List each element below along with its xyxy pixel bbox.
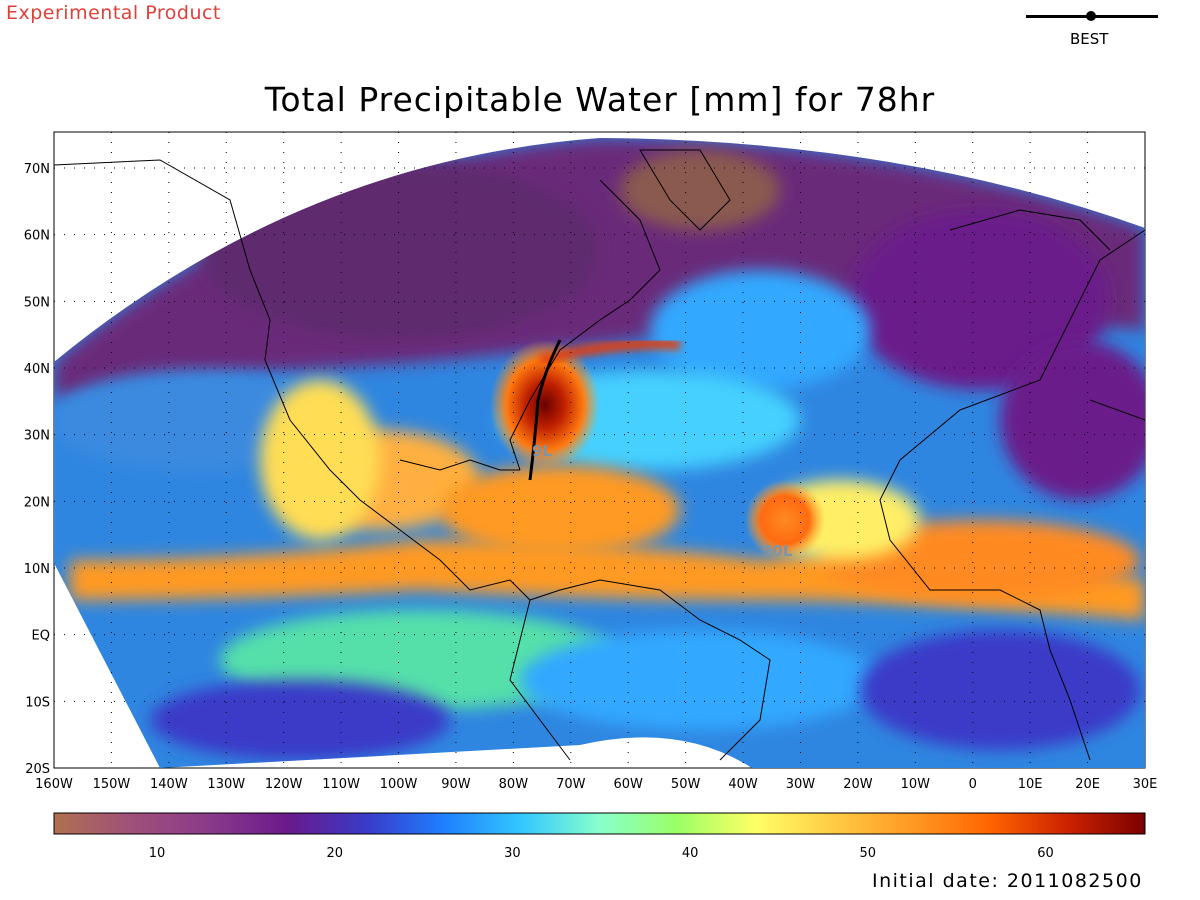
lon-tick-label: 10W bbox=[901, 777, 931, 792]
latitude-axis: 70N 60N 50N 40N 30N 20N 10N EQ 10S 20S bbox=[24, 162, 50, 777]
lon-tick-label: 100W bbox=[380, 777, 418, 792]
lon-tick-label: 30E bbox=[1133, 777, 1158, 792]
lon-tick-label: 20W bbox=[843, 777, 873, 792]
lat-tick-label: 60N bbox=[24, 229, 50, 244]
lat-tick-label: 50N bbox=[24, 295, 50, 310]
lon-tick-label: 140W bbox=[150, 777, 188, 792]
colorbar-tick-labels: 10 20 30 40 50 60 bbox=[149, 846, 1054, 861]
lat-tick-label: 10N bbox=[24, 562, 50, 577]
lat-tick-label: 20N bbox=[24, 495, 50, 510]
storm-9l-moisture bbox=[490, 340, 600, 470]
graticule bbox=[54, 132, 1145, 768]
best-track-legend: BEST bbox=[1026, 8, 1158, 48]
lon-tick-label: 60W bbox=[614, 777, 644, 792]
lon-tick-label: 0 bbox=[969, 777, 977, 792]
storm-label-90l: 90L bbox=[762, 542, 793, 560]
lon-tick-label: 70W bbox=[556, 777, 586, 792]
chart-title: Total Precipitable Water [mm] for 78hr bbox=[264, 80, 936, 119]
lon-tick-label: 10E bbox=[1018, 777, 1043, 792]
storm-label-9l: 9L bbox=[532, 442, 552, 460]
initial-date-label: Initial date: 2011082500 bbox=[872, 870, 1143, 892]
colorbar-tick-label: 40 bbox=[682, 846, 699, 861]
colorbar-tick-label: 10 bbox=[149, 846, 166, 861]
lon-tick-label: 90W bbox=[441, 777, 471, 792]
lon-tick-label: 150W bbox=[93, 777, 131, 792]
lat-tick-label: 20S bbox=[25, 762, 50, 777]
lat-tick-label: 30N bbox=[24, 429, 50, 444]
lon-tick-label: 130W bbox=[207, 777, 245, 792]
colorbar-tick-label: 60 bbox=[1037, 846, 1054, 861]
best-track-dot bbox=[1086, 11, 1096, 21]
lon-tick-label: 20E bbox=[1075, 777, 1100, 792]
lon-tick-label: 50W bbox=[671, 777, 701, 792]
lat-tick-label: EQ bbox=[32, 629, 50, 644]
colorbar-tick-label: 50 bbox=[860, 846, 877, 861]
lon-tick-label: 40W bbox=[728, 777, 758, 792]
precipitable-water-field bbox=[54, 138, 1145, 768]
storm-90l-moisture bbox=[745, 480, 825, 560]
storm-9l-track bbox=[528, 339, 562, 481]
lon-tick-label: 120W bbox=[265, 777, 303, 792]
lon-tick-label: 110W bbox=[322, 777, 360, 792]
longitude-axis: 160W 150W 140W 130W 120W 110W 100W 90W 80W 70W 60W… bbox=[35, 777, 1157, 792]
best-track-label: BEST bbox=[1070, 30, 1109, 48]
lat-tick-label: 70N bbox=[24, 162, 50, 177]
colorbar-tick-label: 20 bbox=[326, 846, 343, 861]
colorbar-tick-label: 30 bbox=[504, 846, 521, 861]
experimental-product-label: Experimental Product bbox=[6, 2, 221, 24]
lat-tick-label: 10S bbox=[25, 695, 50, 710]
lon-tick-label: 160W bbox=[35, 777, 73, 792]
colorbar bbox=[53, 812, 1146, 835]
lon-tick-label: 80W bbox=[499, 777, 529, 792]
lon-tick-label: 30W bbox=[786, 777, 816, 792]
coastlines bbox=[53, 149, 1146, 761]
lat-tick-label: 40N bbox=[24, 362, 50, 377]
